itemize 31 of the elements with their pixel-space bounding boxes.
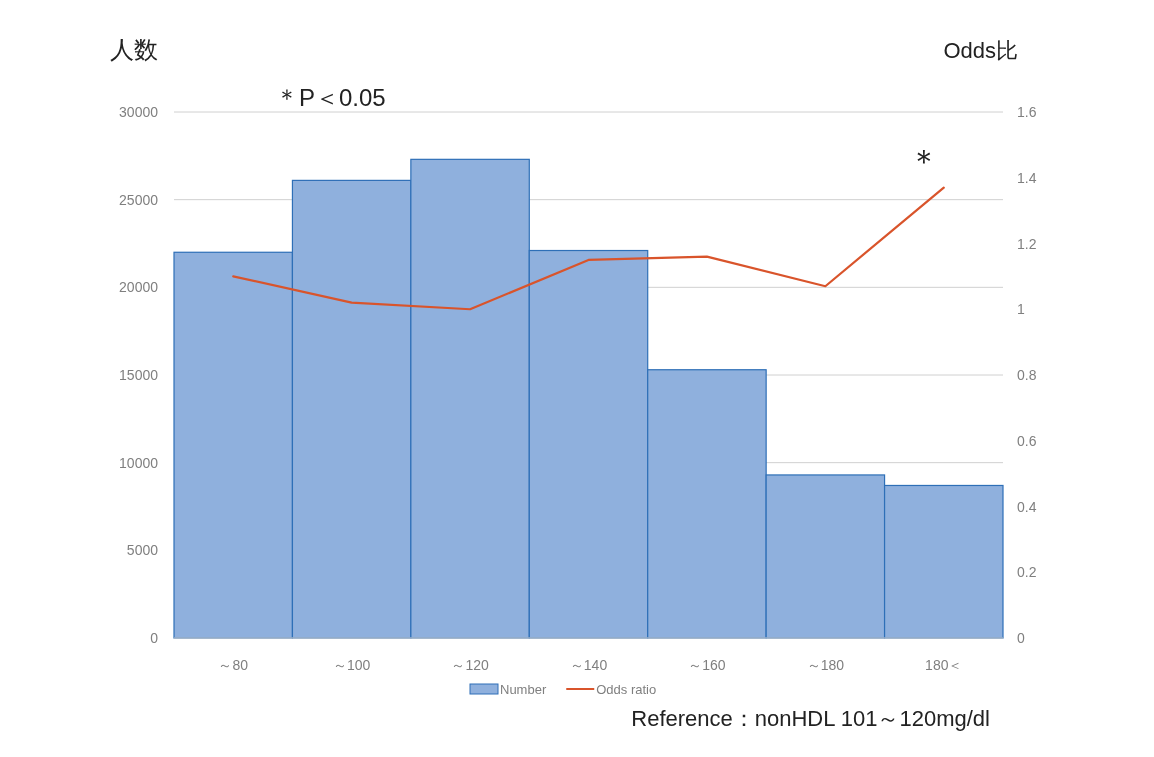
x-tick-label: ～120	[451, 657, 489, 673]
x-tick-label: ～180	[806, 657, 845, 673]
y2-tick-label: 1	[1017, 301, 1025, 318]
legend-label: Odds ratio	[596, 682, 657, 697]
text: ＊P＜0.05	[275, 84, 386, 111]
y-tick-label: 30000	[119, 104, 159, 120]
y2-tick-label: 1.2	[1017, 235, 1037, 252]
y-tick-label: 5000	[126, 542, 159, 559]
y-tick-label: 25000	[119, 191, 159, 208]
x-tick-label: ～80	[218, 657, 249, 673]
annotation: ＊	[907, 143, 940, 179]
x-tick-label: ～160	[688, 657, 726, 673]
y2-tick-label: 0.8	[1017, 367, 1037, 383]
y-tick-label: 10000	[119, 454, 159, 471]
y-tick-label: 20000	[119, 279, 159, 296]
y2-axis-title: Odds比	[943, 38, 1018, 63]
legend-label: Number	[500, 682, 547, 697]
line-series	[232, 186, 945, 311]
y-axis-title: 人数	[110, 36, 158, 63]
y2-tick-label: 0	[1017, 630, 1025, 646]
y2-tick-label: 0.6	[1017, 432, 1037, 449]
x-tick-label: ～100	[332, 657, 371, 673]
text: Reference：nonHDL 101～120mg/dl	[631, 706, 990, 731]
y2-tick-label: 0.4	[1017, 498, 1037, 515]
y2-tick-label: 0.2	[1017, 564, 1037, 581]
y-tick-label: 15000	[119, 367, 159, 383]
y2-tick-label: 1.4	[1017, 169, 1037, 186]
y-tick-label: 0	[150, 630, 159, 646]
x-tick-label: ～140	[569, 657, 608, 673]
y2-tick-label: 1.6	[1017, 104, 1037, 120]
x-tick-label: 180＜	[925, 657, 963, 673]
